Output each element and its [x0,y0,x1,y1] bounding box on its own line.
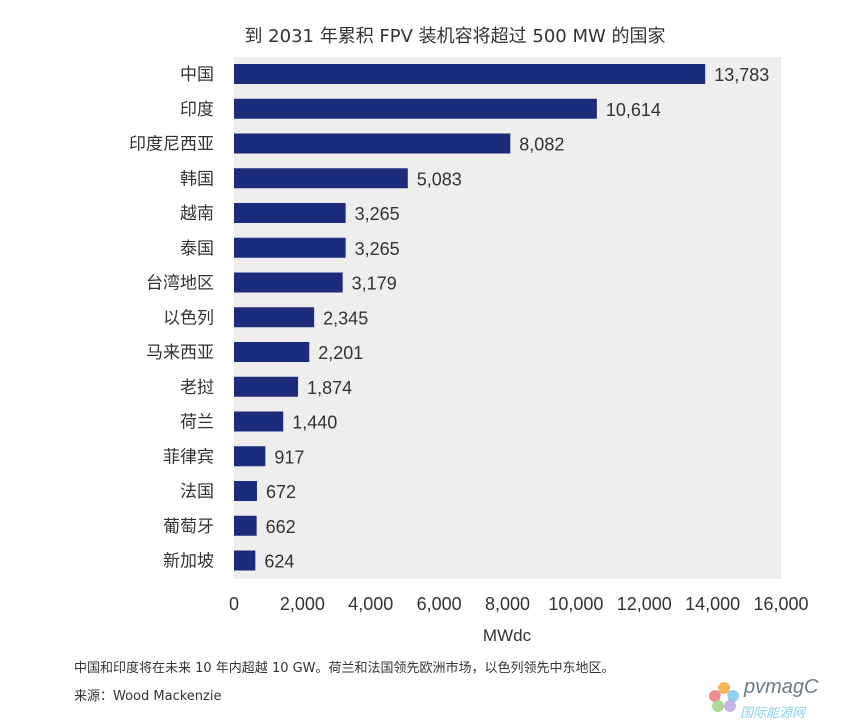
x-tick-label: 10,000 [548,594,603,614]
bar [234,237,346,258]
value-label: 662 [266,517,296,537]
value-label: 3,179 [352,274,397,294]
watermark: pvmagC 国际能源网 [704,674,834,724]
bar [234,64,706,84]
bar [234,411,284,432]
bar [234,168,408,189]
category-label: 新加坡 [163,552,214,572]
category-label: 菲律宾 [163,447,214,467]
x-axis-label: MWdc [483,626,532,645]
category-label: 葡萄牙 [163,517,214,537]
value-label: 10,614 [606,100,661,120]
value-label: 2,345 [323,308,368,328]
value-label: 13,783 [714,65,769,85]
value-label: 1,440 [292,413,337,433]
category-label: 荷兰 [180,413,214,433]
x-tick-label: 0 [229,594,239,614]
bar [234,515,257,536]
x-tick-label: 14,000 [685,594,740,614]
value-label: 672 [266,482,296,502]
bar [234,481,257,501]
x-tick-label: 12,000 [617,594,672,614]
category-label: 法国 [180,482,214,502]
category-label: 老挝 [180,378,214,398]
category-label: 泰国 [180,239,214,259]
value-label: 1,874 [307,378,352,398]
value-labels: 13,783 10,614 8,082 5,083 3,265 3,265 3,179 2,3… [264,65,769,572]
value-label: 3,265 [355,204,400,224]
category-label: 马来西亚 [146,343,214,363]
value-label: 624 [264,552,294,572]
bar [234,203,346,223]
chart-title: 到 2031 年累积 FPV 装机容将超过 500 MW 的国家 [244,26,665,47]
bar [234,133,511,154]
category-label: 中国 [180,65,214,85]
watermark-text: pvmagC [744,676,819,698]
bar-chart: 到 2031 年累积 FPV 装机容将超过 500 MW 的国家 中国印度印度尼… [129,26,809,645]
x-tick-label: 4,000 [348,594,393,614]
bar [234,272,343,293]
value-label: 8,082 [519,135,564,155]
bar [234,550,256,571]
bar [234,98,597,119]
bar [234,307,315,328]
category-label: 印度尼西亚 [129,135,214,155]
category-label: 台湾地区 [146,274,214,294]
caption-note: 中国和印度将在未来 10 年内超越 10 GW。荷兰和法国领先欧洲市场，以色列领… [74,661,615,676]
value-label: 2,201 [318,343,363,363]
x-tick-label: 6,000 [417,594,462,614]
caption-source: 来源：Wood Mackenzie [74,689,222,704]
bars-group [234,64,706,571]
bar [234,376,299,397]
value-label: 917 [274,447,304,467]
x-tick-label: 16,000 [753,594,808,614]
category-label: 以色列 [163,308,214,328]
x-axis-tick-labels: 0 2,000 4,000 6,000 8,000 10,000 12,000 14,000 1… [229,594,809,614]
value-label: 5,083 [417,169,462,189]
value-label: 3,265 [355,239,400,259]
category-label: 印度 [180,100,214,120]
category-labels: 中国印度印度尼西亚韩国越南泰国台湾地区以色列马来西亚老挝荷兰菲律宾法国葡萄牙新加… [129,65,214,572]
x-tick-label: 2,000 [280,594,325,614]
category-label: 韩国 [180,169,214,189]
x-tick-label: 8,000 [485,594,530,614]
category-label: 越南 [180,204,214,224]
bar [234,342,310,362]
pvmagazine-flower-icon [709,682,739,712]
bar [234,446,266,467]
watermark-subtext: 国际能源网 [740,706,806,721]
